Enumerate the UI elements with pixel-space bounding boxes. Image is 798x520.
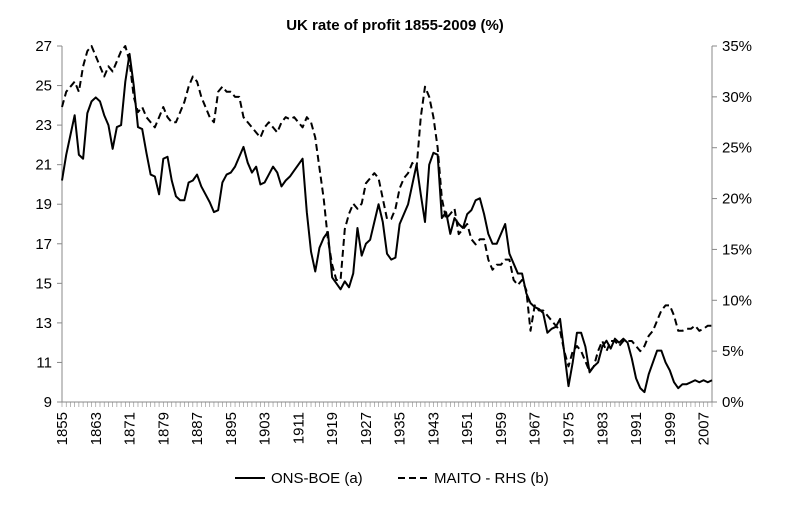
y2-tick-label: 5% [722,343,744,360]
x-tick-label: 1935 [392,412,409,445]
x-tick-label: 1967 [527,412,544,445]
y-tick-label: 17 [35,236,52,253]
x-tick-label: 1999 [662,412,679,445]
legend: ONS-BOE (a) MAITO - RHS (b) [235,470,549,487]
x-tick-label: 1887 [189,412,206,445]
y-tick-label: 21 [35,157,52,174]
legend-label-2: MAITO - RHS (b) [434,470,549,487]
y-tick-label: 13 [35,315,52,332]
x-tick-label: 1903 [257,412,274,445]
y2-tick-label: 35% [722,38,752,55]
y-tick-label: 27 [35,38,52,55]
x-tick-label: 1943 [425,412,442,445]
y2-tick-label: 15% [722,241,752,258]
x-tick-label: 1871 [122,412,139,445]
y2-tick-label: 25% [722,140,752,157]
x-tick-label: 1895 [223,412,240,445]
x-tick-label: 1927 [358,412,375,445]
y-tick-label: 9 [44,394,52,411]
plot-area [61,46,713,403]
series-line-2 [61,45,712,373]
y-axis-left: 9 11 13 15 17 19 21 23 25 27 [35,38,62,411]
y-tick-label: 19 [35,196,52,213]
x-tick-label: 1879 [155,412,172,445]
y2-tick-label: 20% [722,191,752,208]
x-tick-label: 1911 [290,412,307,444]
y2-tick-label: 10% [722,292,752,309]
y-tick-label: 11 [36,354,52,371]
x-axis: 1855 1863 1871 1879 1887 1895 1903 1911 1919 1927… [54,402,713,445]
y-tick-label: 15 [35,275,52,292]
x-tick-label: 1951 [459,412,476,445]
y2-tick-label: 0% [722,394,744,411]
x-tick-label: 1983 [594,412,611,445]
series-lines [61,45,713,394]
x-tick-label: 1959 [493,412,510,445]
y-tick-label: 25 [35,78,52,95]
x-tick-label: 1855 [54,412,71,445]
y-axis-right: 0% 5% 10% 15% 20% 25% 30% 35% [712,38,752,411]
x-tick-label: 2007 [696,412,713,445]
y-tick-label: 23 [35,117,52,134]
x-tick-label: 1991 [628,412,645,445]
legend-label-1: ONS-BOE (a) [271,470,363,487]
x-tick-label: 1863 [88,412,105,445]
y2-tick-label: 30% [722,89,752,106]
x-tick-label: 1919 [324,412,341,445]
chart-title: UK rate of profit 1855-2009 (%) [286,17,504,34]
x-tick-label: 1975 [560,412,577,445]
